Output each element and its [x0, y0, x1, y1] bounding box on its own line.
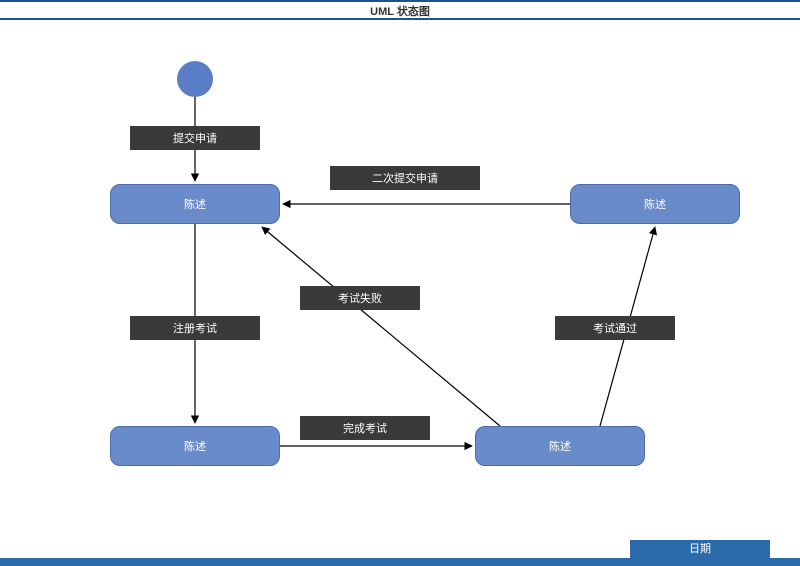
edge-label-text: 考试失败: [338, 290, 382, 306]
footer-date-label: 日期: [689, 543, 711, 555]
state-node: 陈述: [570, 184, 740, 224]
footer-date-tab: 日期: [630, 540, 770, 558]
edge: [262, 227, 500, 426]
state-node: 陈述: [110, 426, 280, 466]
state-node-label: 陈述: [184, 196, 206, 212]
diagram-title: UML 状态图: [370, 6, 430, 18]
footer-bar: [0, 558, 800, 566]
state-node-label: 陈述: [644, 196, 666, 212]
edge-label: 考试失败: [300, 286, 420, 310]
edge-label: 注册考试: [130, 316, 260, 340]
diagram-canvas: 陈述陈述陈述陈述 提交申请二次提交申请注册考试考试失败考试通过完成考试: [0, 26, 800, 546]
edge-label: 考试通过: [555, 316, 675, 340]
state-node: 陈述: [110, 184, 280, 224]
state-node-label: 陈述: [184, 438, 206, 454]
edge-label-text: 考试通过: [593, 320, 637, 336]
state-node-label: 陈述: [549, 438, 571, 454]
state-node: 陈述: [475, 426, 645, 466]
edge-label: 提交申请: [130, 126, 260, 150]
edge-label-text: 提交申请: [173, 130, 217, 146]
title-bar: UML 状态图: [0, 0, 800, 20]
start-node: [177, 61, 213, 97]
edge-label: 完成考试: [300, 416, 430, 440]
edge-label: 二次提交申请: [330, 166, 480, 190]
edge-label-text: 完成考试: [343, 420, 387, 436]
edge-label-text: 注册考试: [173, 320, 217, 336]
edge-label-text: 二次提交申请: [372, 170, 438, 186]
